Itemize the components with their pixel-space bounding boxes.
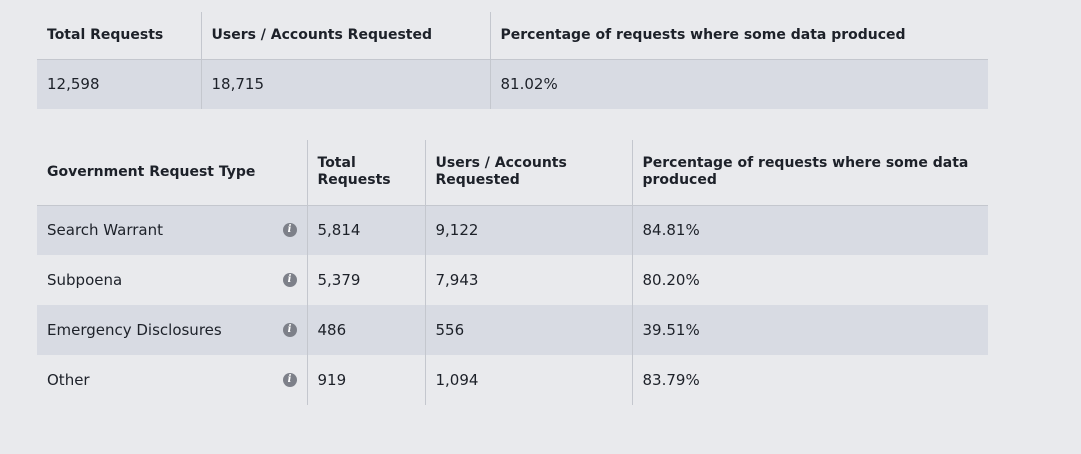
request-type-header-row: Government Request Type Total Requests U… — [37, 140, 988, 205]
summary-header-total-requests: Total Requests — [47, 26, 164, 43]
request-type-cell: Other i — [37, 355, 307, 405]
summary-total-requests-value: 12,598 — [47, 75, 100, 94]
request-type-cell: Emergency Disclosures i — [37, 305, 307, 355]
info-icon[interactable]: i — [282, 373, 297, 387]
header-government-request-type: Government Request Type — [47, 163, 256, 180]
request-type-cell: Search Warrant i — [37, 205, 307, 255]
info-icon[interactable]: i — [282, 223, 297, 238]
request-type-table: Government Request Type Total Requests U… — [37, 140, 988, 405]
table-row: Other i 919 1,094 83.79% — [37, 355, 988, 405]
summary-header-row: Total Requests Users / Accounts Requeste… — [37, 12, 988, 59]
summary-header-percentage: Percentage of requests where some data p… — [489, 12, 988, 59]
summary-table: Total Requests Users / Accounts Requeste… — [37, 12, 988, 109]
summary-header-users-accounts: Users / Accounts Requested — [200, 12, 490, 59]
table-row: Emergency Disclosures i 486 556 39.51% — [37, 305, 988, 355]
total-requests-value: 5,814 — [306, 205, 425, 255]
users-accounts-value: 1,094 — [424, 355, 632, 405]
summary-values-row: 12,598 18,715 81.02% — [37, 59, 988, 109]
total-requests-value: 5,379 — [306, 255, 425, 305]
table-row: Search Warrant i 5,814 9,122 84.81% — [37, 205, 988, 255]
table-row: Subpoena i 5,379 7,943 80.20% — [37, 255, 988, 305]
header-users-accounts: Users / Accounts Requested — [424, 140, 632, 205]
request-type-label: Other — [47, 371, 90, 389]
percentage-value: 84.81% — [631, 205, 988, 255]
users-accounts-value: 556 — [424, 305, 632, 355]
request-type-label: Subpoena — [47, 271, 123, 289]
percentage-value: 39.51% — [631, 305, 988, 355]
total-requests-value: 919 — [306, 355, 425, 405]
info-icon[interactable]: i — [282, 273, 297, 287]
users-accounts-value: 9,122 — [424, 205, 632, 255]
request-type-label: Search Warrant — [47, 221, 164, 240]
users-accounts-value: 7,943 — [424, 255, 632, 305]
request-type-label: Emergency Disclosures — [47, 321, 222, 339]
percentage-value: 80.20% — [631, 255, 988, 305]
header-total-requests: Total Requests — [306, 140, 425, 205]
header-percentage: Percentage of requests where some data p… — [631, 140, 988, 205]
summary-percentage-value: 81.02% — [489, 59, 988, 109]
percentage-value: 83.79% — [631, 355, 988, 405]
summary-users-accounts-value: 18,715 — [200, 59, 490, 109]
info-icon[interactable]: i — [282, 323, 297, 337]
request-type-cell: Subpoena i — [37, 255, 307, 305]
total-requests-value: 486 — [306, 305, 425, 355]
